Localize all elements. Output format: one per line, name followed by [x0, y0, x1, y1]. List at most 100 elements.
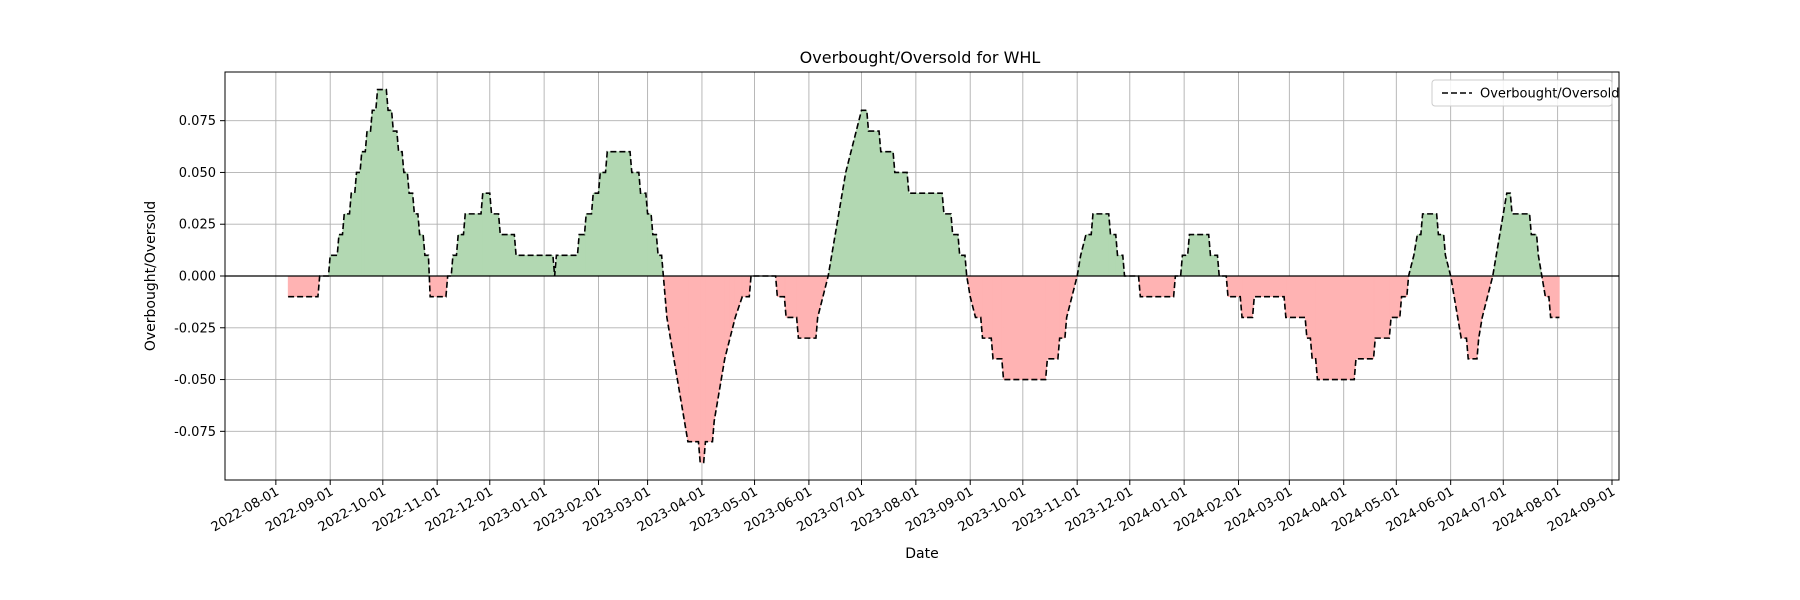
- series-lines: [288, 88, 1560, 464]
- y-tick-label: -0.050: [174, 373, 216, 388]
- oversold-fill: [287, 275, 319, 298]
- overbought-fill: [343, 213, 350, 277]
- overbought-fill: [329, 254, 338, 277]
- overbought-fill: [1210, 254, 1218, 277]
- oversold-fill: [777, 275, 785, 298]
- oversold-fill: [1140, 275, 1174, 298]
- oversold-fill: [1467, 275, 1478, 360]
- overbought-fill: [491, 213, 499, 277]
- overbought-fill: [414, 213, 419, 277]
- oversold-fill: [1227, 275, 1241, 298]
- overbought-fill: [868, 130, 880, 277]
- overbought-fill: [387, 110, 392, 277]
- y-tick-label: 0.000: [179, 270, 216, 285]
- overbought-fill: [1511, 213, 1530, 277]
- overbought-fill: [1417, 234, 1422, 277]
- oversold-fill: [1059, 275, 1066, 339]
- overbought-fill: [1085, 234, 1092, 277]
- overbought-fill: [647, 213, 652, 277]
- oversold-fill: [975, 275, 982, 318]
- overbought-fill: [1506, 192, 1511, 277]
- oversold-fill: [982, 275, 992, 339]
- overbought-fill: [452, 254, 457, 277]
- oversold-fill: [1241, 275, 1253, 318]
- overbought-fill: [599, 172, 606, 277]
- overbought-fill: [515, 254, 554, 277]
- chart-title: Overbought/Oversold for WHL: [800, 48, 1041, 67]
- x-axis-label: Date: [905, 546, 938, 562]
- oversold-fill: [1317, 275, 1355, 380]
- oversold-fill: [713, 275, 719, 422]
- overbought-fill: [393, 130, 398, 277]
- oversold-fill: [741, 275, 750, 298]
- oversold-fill: [1545, 275, 1550, 298]
- oversold-fill: [1374, 275, 1390, 339]
- oversold-fill: [1306, 275, 1311, 339]
- oversold-fill: [1311, 275, 1316, 360]
- overbought-fill: [861, 110, 868, 277]
- overbought-fill: [1182, 254, 1188, 277]
- overbought-fill: [377, 89, 387, 277]
- overbought-fill: [1531, 234, 1537, 277]
- legend-label: Overbought/Oversold: [1480, 87, 1620, 102]
- y-tick-label: -0.025: [174, 321, 216, 336]
- overbought-fill: [894, 172, 908, 277]
- overbought-fill: [371, 110, 377, 277]
- y-tick-label: -0.075: [174, 425, 216, 440]
- oversold-fill: [1401, 275, 1408, 298]
- oversold-fill: [429, 275, 447, 298]
- oversold-fill: [1047, 275, 1059, 360]
- overbought-fill: [419, 234, 424, 277]
- oversold-fill: [1550, 275, 1560, 318]
- overbought-fill: [1117, 254, 1124, 277]
- overbought-fill: [424, 254, 429, 277]
- overbought-fill: [464, 213, 482, 277]
- overbought-fill: [631, 172, 640, 277]
- overbought-fill: [366, 130, 371, 277]
- oversold-fill: [705, 275, 713, 442]
- series-line-overbought-oversold: [288, 88, 1560, 464]
- legend-box: [1431, 79, 1613, 107]
- oversold-fill: [1253, 275, 1285, 298]
- legend: Overbought/Oversold: [1431, 79, 1620, 107]
- overbought-fill: [403, 172, 408, 277]
- overbought-fill: [482, 192, 491, 277]
- overbought-fill: [585, 213, 592, 277]
- overbought-fill: [408, 192, 413, 277]
- overbought-fill: [350, 192, 356, 277]
- oversold-fill: [717, 275, 722, 401]
- overbought-fill: [652, 234, 657, 277]
- oversold-fill: [684, 275, 689, 442]
- oversold-fill: [1460, 275, 1467, 339]
- overbought-fill: [1092, 213, 1110, 277]
- overbought-fill: [1110, 234, 1117, 277]
- overbought-fill: [457, 234, 464, 277]
- overbought-fill: [592, 192, 599, 277]
- oversold-fill: [992, 275, 1003, 360]
- oversold-fill: [687, 275, 699, 442]
- oversold-fill: [785, 275, 797, 318]
- overbought-fill: [1422, 213, 1437, 277]
- overbought-fill: [578, 234, 585, 277]
- oversold-fill: [1003, 275, 1046, 380]
- overbought-fill: [952, 234, 959, 277]
- overbought-fill: [855, 110, 862, 277]
- overbought-fill: [1189, 234, 1209, 277]
- overbought-fill: [908, 192, 943, 277]
- oversold-fill: [798, 275, 817, 339]
- overbought-fill: [880, 151, 894, 277]
- oversold-fill: [699, 275, 704, 463]
- y-tick-label: 0.050: [179, 166, 216, 181]
- overbought-fill: [499, 234, 515, 277]
- oversold-fill: [1390, 275, 1401, 318]
- overbought-fill: [943, 213, 952, 277]
- y-tick-label: 0.025: [179, 218, 216, 233]
- overbought-fill: [1438, 234, 1444, 277]
- overbought-fill: [361, 151, 366, 277]
- overbought-fill: [356, 172, 361, 277]
- y-tick-label: 0.075: [179, 114, 216, 129]
- overbought-fill: [338, 234, 343, 277]
- overbought-fill: [606, 151, 631, 277]
- y-axis-label: Overbought/Oversold: [143, 201, 159, 351]
